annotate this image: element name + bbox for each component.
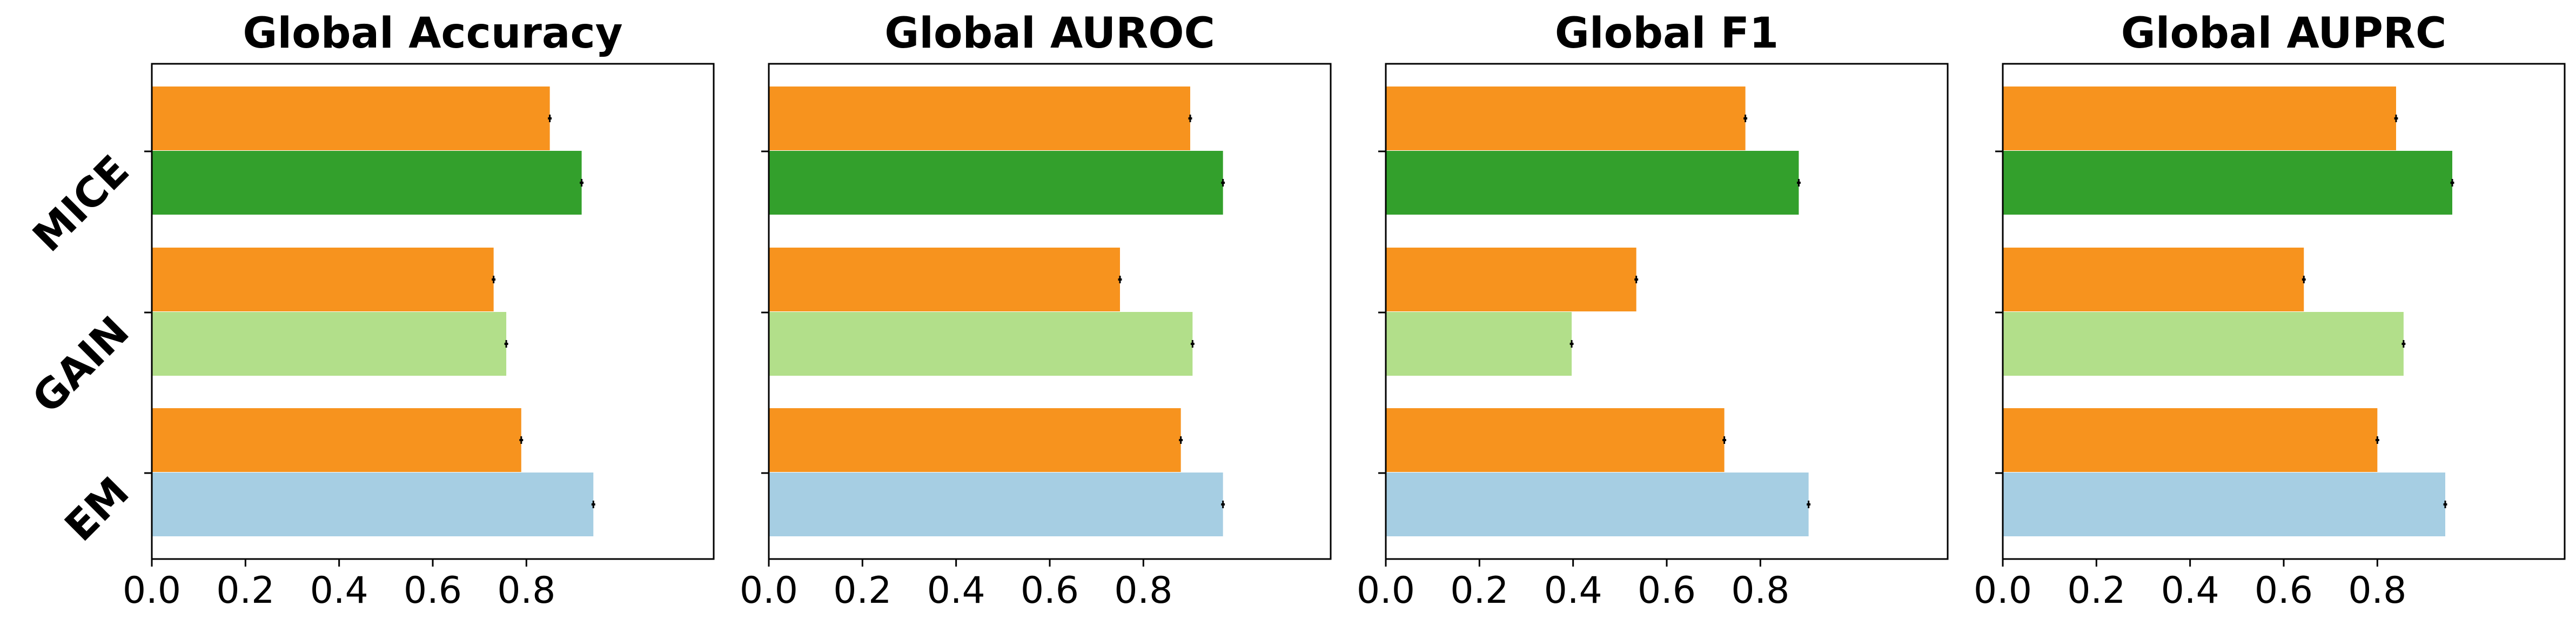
x-tick-label: 0.8 [1731,569,1789,612]
panel-title: Global AUROC [884,9,1215,58]
bar [152,312,507,376]
x-tick-label: 0.2 [1450,569,1508,612]
panel-title: Global AUPRC [2121,9,2446,58]
x-tick-label: 0.4 [310,569,368,612]
bar [769,87,1190,150]
x-tick-label: 0.8 [2348,569,2406,612]
bar [1386,312,1572,376]
x-tick-label: 0.0 [1357,569,1415,612]
bar [2003,87,2396,150]
bar [2003,473,2445,536]
panel-title: Global F1 [1555,9,1779,58]
chart-panel: Global F1 0.0 0.2 0.4 0.6 0.8 [1357,9,1949,612]
bar [1386,87,1746,150]
x-tick-label: 0.4 [1544,569,1602,612]
bar [1386,248,1636,311]
bar [152,408,521,472]
bar [769,151,1223,215]
bar [152,473,594,536]
bar [2003,312,2404,376]
bar [769,312,1193,376]
chart-panel: Global AUPRC 0.0 0.2 0.4 0.6 0.8 [1974,9,2566,612]
bar [152,87,550,150]
bar [769,248,1120,311]
bar [2003,151,2452,215]
x-tick-label: 0.2 [833,569,891,612]
x-tick-label: 0.8 [497,569,555,612]
x-tick-label: 0.0 [740,569,798,612]
chart-panel: Global AUROC 0.0 0.2 0.4 0.6 0.8 [740,9,1332,612]
x-tick-label: 0.0 [1974,569,2032,612]
x-tick-label: 0.6 [1638,569,1696,612]
bar [1386,408,1725,472]
bar [1386,151,1799,215]
x-tick-label: 0.6 [2255,569,2313,612]
bar [1386,473,1809,536]
x-tick-label: 0.4 [927,569,985,612]
x-tick-label: 0.2 [2067,569,2125,612]
bar [769,408,1181,472]
x-tick-label: 0.6 [404,569,462,612]
x-tick-label: 0.6 [1021,569,1079,612]
bar [152,151,582,215]
bar [2003,408,2378,472]
bar [769,473,1223,536]
x-tick-label: 0.8 [1114,569,1172,612]
bar [152,248,494,311]
x-tick-label: 0.0 [123,569,181,612]
panel-title: Global Accuracy [243,9,622,58]
x-tick-label: 0.2 [216,569,274,612]
x-tick-label: 0.4 [2161,569,2219,612]
bar [2003,248,2304,311]
